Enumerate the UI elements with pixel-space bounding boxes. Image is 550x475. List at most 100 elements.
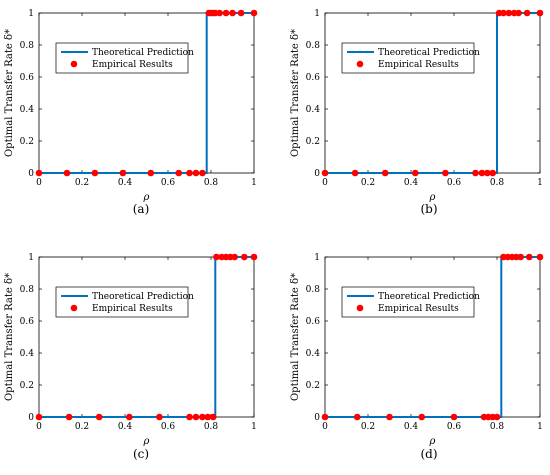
chart-panel: 0 0.2 0.4 0.6 0.8 1 0 0.2 0.4 0.6 0.8 1 ρ Optimal Tra… xyxy=(290,253,544,461)
legend-label: Theoretical Prediction xyxy=(92,292,194,302)
x-tick-label: 0.6 xyxy=(161,178,176,188)
empirical-point xyxy=(489,169,497,177)
y-tick-label: 1 xyxy=(314,253,320,263)
empirical-point xyxy=(216,9,223,17)
y-tick-label: 0.2 xyxy=(20,381,34,391)
empirical-point xyxy=(536,253,544,261)
y-tick-label: 0.8 xyxy=(20,285,35,295)
empirical-point xyxy=(515,9,522,17)
chart-panel: 0 0.2 0.4 0.6 0.8 1 0 0.2 0.4 0.6 0.8 1 ρ Optimal Tra… xyxy=(4,9,258,216)
x-tick-label: 1 xyxy=(251,178,257,188)
legend-label: Empirical Results xyxy=(378,60,459,70)
y-tick-label: 1 xyxy=(28,253,34,263)
x-axis-label: ρ xyxy=(429,436,436,447)
empirical-point xyxy=(222,9,230,17)
y-tick-label: 0.8 xyxy=(20,41,35,51)
y-tick-label: 1 xyxy=(314,9,320,19)
empirical-point xyxy=(412,169,419,177)
x-tick-label: 0.2 xyxy=(361,178,375,188)
y-tick-label: 0.2 xyxy=(20,137,34,147)
empirical-point xyxy=(175,169,183,177)
y-tick-label: 0 xyxy=(28,413,34,423)
x-tick-label: 0 xyxy=(36,178,42,188)
legend-label: Empirical Results xyxy=(92,60,173,70)
legend-marker-swatch xyxy=(356,60,364,68)
empirical-point xyxy=(63,169,71,177)
empirical-point xyxy=(186,169,193,177)
empirical-point xyxy=(126,413,133,421)
y-tick-label: 0.2 xyxy=(306,381,320,391)
empirical-point xyxy=(241,253,248,261)
y-axis-label: Optimal Transfer Rate δ* xyxy=(290,273,301,401)
empirical-point xyxy=(119,169,127,177)
x-tick-label: 1 xyxy=(537,422,543,432)
empirical-point xyxy=(525,253,533,261)
empirical-point xyxy=(442,169,449,177)
empirical-point xyxy=(147,169,155,177)
empirical-point xyxy=(156,413,163,421)
empirical-point xyxy=(186,413,193,421)
plot-area-frame xyxy=(324,12,541,174)
legend-label: Theoretical Prediction xyxy=(378,48,480,58)
y-tick-label: 0.8 xyxy=(306,285,321,295)
x-tick-label: 0.4 xyxy=(404,422,419,432)
x-axis-label: ρ xyxy=(143,436,150,447)
empirical-point xyxy=(250,9,258,17)
empirical-point xyxy=(484,169,491,177)
x-tick-label: 1 xyxy=(537,178,543,188)
empirical-point xyxy=(192,413,200,421)
x-tick-label: 0.4 xyxy=(404,178,419,188)
empirical-point xyxy=(351,169,359,177)
empirical-point xyxy=(536,9,544,17)
chart-panel: 0 0.2 0.4 0.6 0.8 1 0 0.2 0.4 0.6 0.8 1 ρ Optimal Tra… xyxy=(290,9,544,216)
y-tick-label: 0 xyxy=(314,169,320,179)
legend-marker-swatch xyxy=(356,304,364,312)
empirical-point xyxy=(450,413,458,421)
panel-caption: (c) xyxy=(133,447,149,461)
y-tick-label: 0.6 xyxy=(20,317,35,327)
y-tick-label: 0.6 xyxy=(20,73,35,83)
chart-panel: 0 0.2 0.4 0.6 0.8 1 0 0.2 0.4 0.6 0.8 1 ρ Optimal Tra… xyxy=(4,253,258,461)
empirical-point xyxy=(381,169,389,177)
x-axis-label: ρ xyxy=(143,192,150,203)
x-tick-label: 0.2 xyxy=(75,178,89,188)
empirical-point xyxy=(321,413,329,421)
empirical-point xyxy=(65,413,73,421)
y-tick-label: 0 xyxy=(28,169,34,179)
empirical-point xyxy=(500,9,507,17)
empirical-point xyxy=(353,413,361,421)
empirical-point xyxy=(472,169,479,177)
x-tick-label: 0.8 xyxy=(490,422,505,432)
y-tick-label: 0 xyxy=(314,413,320,423)
legend-label: Empirical Results xyxy=(92,304,173,314)
empirical-point xyxy=(204,413,212,421)
x-tick-label: 0.4 xyxy=(118,422,133,432)
y-tick-label: 0.2 xyxy=(306,137,320,147)
empirical-point xyxy=(478,169,486,177)
empirical-point xyxy=(237,9,245,17)
empirical-point xyxy=(213,253,220,261)
empirical-point xyxy=(231,253,238,261)
y-tick-label: 0.4 xyxy=(20,105,35,115)
empirical-point xyxy=(505,9,513,17)
legend-box xyxy=(341,286,475,318)
empirical-point xyxy=(523,9,531,17)
y-axis-label: Optimal Transfer Rate δ* xyxy=(4,273,15,401)
empirical-point xyxy=(35,413,43,421)
empirical-point xyxy=(418,413,426,421)
y-tick-label: 0.6 xyxy=(306,317,321,327)
panel-caption: (d) xyxy=(420,447,437,461)
empirical-point xyxy=(517,253,524,261)
x-axis-label: ρ xyxy=(429,192,436,203)
empirical-point xyxy=(209,413,217,421)
empirical-point xyxy=(250,253,258,261)
empirical-point xyxy=(493,413,501,421)
x-tick-label: 0.6 xyxy=(447,422,462,432)
y-tick-label: 0.6 xyxy=(306,73,321,83)
y-tick-label: 0.4 xyxy=(20,349,35,359)
panel-caption: (a) xyxy=(133,202,150,216)
empirical-point xyxy=(35,169,43,177)
panel-caption: (b) xyxy=(420,202,437,216)
